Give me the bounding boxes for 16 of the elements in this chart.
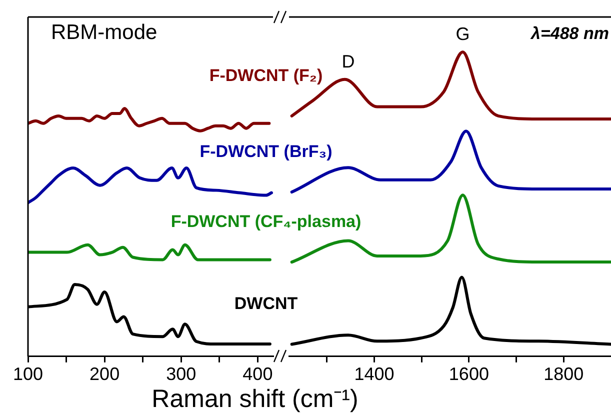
x-tick-label: 200	[90, 364, 120, 384]
text: λ=488 nm	[531, 24, 609, 44]
text: F-DWCNT (F₂)	[209, 66, 323, 86]
x-axis-title: Raman shift (cm⁻¹)	[152, 385, 358, 413]
x-tick-label: 1600	[448, 364, 489, 384]
annotation: G	[456, 24, 470, 44]
x-tick-label: 300	[166, 364, 196, 384]
text: RBM-mode	[51, 21, 158, 45]
x-tick-label: 1400	[354, 364, 394, 384]
annotation: D	[342, 51, 355, 72]
x-tick-label: 400	[242, 364, 273, 384]
x-tick-label: 1800	[544, 364, 584, 384]
series-label: DWCNT	[234, 294, 298, 314]
series-label: F-DWCNT (BrF₃)	[200, 142, 332, 162]
x-tick-label: 100	[12, 364, 44, 384]
series-label: F-DWCNT (CF₄-plasma)	[170, 212, 362, 232]
